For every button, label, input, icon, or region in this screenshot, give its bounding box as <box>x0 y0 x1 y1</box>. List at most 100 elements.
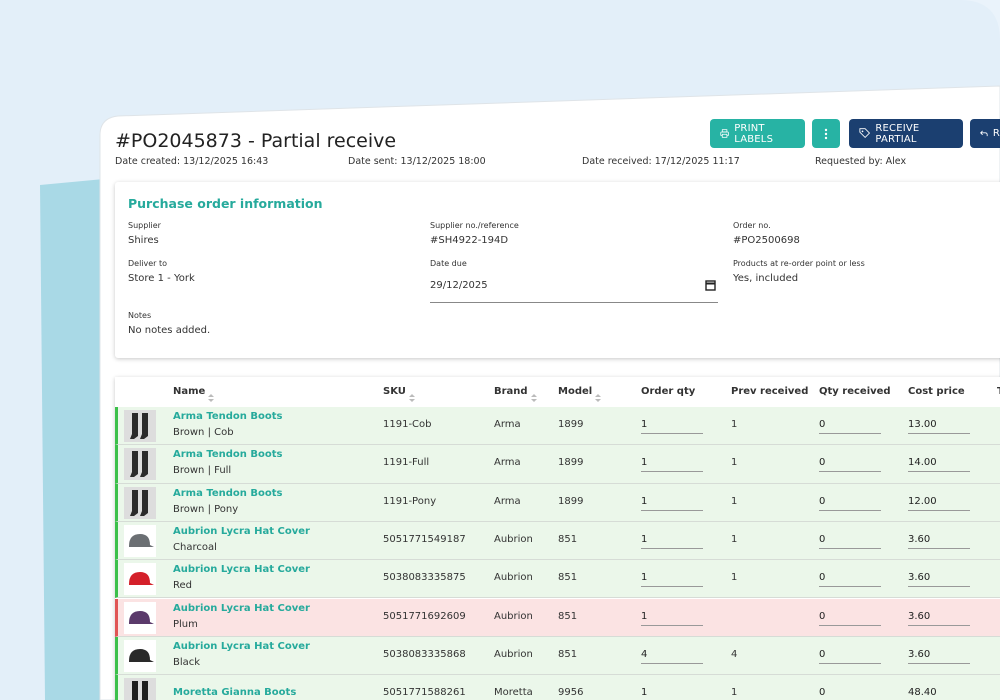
product-variant: Brown | Full <box>173 465 232 477</box>
field-label: Order no. <box>733 221 771 230</box>
product-variant: Brown | Pony <box>173 503 239 515</box>
field-value: #SH4922-194D <box>430 235 509 246</box>
cell-brand: Aubrion <box>494 534 533 546</box>
input-cost-price[interactable]: 14.00 <box>908 457 970 473</box>
cell-prev-received: 4 <box>731 648 738 660</box>
product-name[interactable]: Aubrion Lycra Hat Cover <box>173 526 310 538</box>
cell-sku: 5038083335868 <box>383 648 466 660</box>
cell-model: 851 <box>558 648 578 660</box>
input-order-qty[interactable]: 4 <box>641 649 703 664</box>
header-meta: Date created: 13/12/2025 16:43 <box>115 156 269 167</box>
button-label: R <box>992 128 1000 139</box>
cell-prev-received: 1 <box>731 687 738 699</box>
column-header: Qty received <box>819 386 891 397</box>
input-order-qty[interactable]: 1 <box>641 572 703 588</box>
date-underline <box>430 302 718 303</box>
input-qty-received[interactable]: 0 <box>819 419 881 435</box>
cell-sku: 1191-Full <box>383 457 430 469</box>
input-cost-price[interactable]: 3.60 <box>908 572 970 588</box>
input-order-qty[interactable]: 1 <box>641 419 703 435</box>
boots-image <box>124 486 156 519</box>
product-thumbnail <box>124 639 156 672</box>
field-label: Notes <box>128 311 152 320</box>
sort-icon <box>595 388 601 407</box>
input-qty-received[interactable]: 0 <box>819 611 881 626</box>
product-name[interactable]: Aubrion Lycra Hat Cover <box>173 640 310 652</box>
print-labels-button[interactable]: PRINT LABELS <box>710 119 805 148</box>
hat-image <box>129 572 154 586</box>
table-row <box>115 521 1000 561</box>
product-thumbnail <box>124 410 156 443</box>
cell-brand: Moretta <box>494 687 533 699</box>
table-row <box>115 483 1000 522</box>
section-title: Purchase order information <box>128 196 323 211</box>
product-name[interactable]: Arma Tendon Boots <box>173 487 283 499</box>
field-value: #PO2500698 <box>733 235 800 246</box>
cell-prev-received: 1 <box>731 534 738 546</box>
cell-model: 1899 <box>558 495 584 507</box>
cell-sku: 5038083335875 <box>383 572 466 584</box>
input-cost-price[interactable]: 3.60 <box>908 534 970 550</box>
receive-partial-button[interactable]: RECEIVE PARTIAL <box>849 119 963 148</box>
product-variant: Plum <box>173 618 198 630</box>
header-meta: Requested by: Alex <box>815 156 907 167</box>
dots-icon <box>824 128 828 139</box>
product-name[interactable]: Aubrion Lycra Hat Cover <box>173 602 310 614</box>
cell-sku: 5051771588261 <box>383 687 466 699</box>
cell-brand: Arma <box>494 419 521 431</box>
column-header: Cost price <box>908 386 965 397</box>
cell-prev-received: 1 <box>731 419 738 431</box>
column-header: SKU <box>383 386 406 397</box>
table-row <box>115 560 1000 599</box>
return-button[interactable]: R <box>970 119 1000 148</box>
input-qty-received[interactable]: 0 <box>819 687 881 700</box>
hat-image <box>129 534 154 548</box>
product-name[interactable]: Arma Tendon Boots <box>173 449 283 461</box>
sort-arrows <box>531 394 537 402</box>
input-cost-price[interactable]: 48.40 <box>908 687 970 700</box>
sort-icon <box>409 388 415 407</box>
input-qty-received[interactable]: 0 <box>819 496 881 511</box>
cell-model: 1899 <box>558 419 584 431</box>
sort-arrows <box>208 394 214 402</box>
input-cost-price[interactable]: 3.60 <box>908 611 970 626</box>
hat-image <box>129 648 154 662</box>
product-thumbnail <box>124 601 156 634</box>
product-variant: Brown | Cob <box>173 427 234 439</box>
input-order-qty[interactable]: 1 <box>641 457 703 473</box>
more-button[interactable] <box>812 119 840 148</box>
product-name[interactable]: Arma Tendon Boots <box>173 411 283 423</box>
column-header: Model <box>558 386 593 397</box>
table-row <box>115 675 1000 700</box>
product-name[interactable]: Moretta Gianna Boots <box>173 687 297 699</box>
input-cost-price[interactable]: 13.00 <box>908 419 970 435</box>
info-panel <box>115 182 1000 358</box>
cell-sku: 1191-Pony <box>383 495 437 507</box>
button-label: PRINT LABELS <box>734 122 774 145</box>
product-thumbnail <box>124 448 156 481</box>
product-name[interactable]: Aubrion Lycra Hat Cover <box>173 564 310 576</box>
table-row <box>115 636 1000 676</box>
input-order-qty[interactable]: 1 <box>641 687 703 700</box>
cell-prev-received: 1 <box>731 572 738 584</box>
input-order-qty[interactable]: 1 <box>641 611 703 626</box>
column-header: Order qty <box>641 386 696 397</box>
input-qty-received[interactable]: 0 <box>819 457 881 473</box>
input-qty-received[interactable]: 0 <box>819 534 881 550</box>
header-meta: Date sent: 13/12/2025 18:00 <box>348 156 486 167</box>
cell-brand: Arma <box>494 495 521 507</box>
input-order-qty[interactable]: 1 <box>641 534 703 550</box>
cell-brand: Aubrion <box>494 572 533 584</box>
cell-sku: 5051771549187 <box>383 534 466 546</box>
input-qty-received[interactable]: 0 <box>819 572 881 588</box>
column-header: T <box>997 386 1000 397</box>
boots-image <box>124 678 156 700</box>
column-header: Prev received <box>731 386 809 397</box>
input-qty-received[interactable]: 0 <box>819 649 881 664</box>
field-label: Deliver to <box>128 259 168 268</box>
sort-arrows <box>409 394 415 402</box>
column-header: Brand <box>494 386 528 397</box>
input-cost-price[interactable]: 3.60 <box>908 649 970 664</box>
input-order-qty[interactable]: 1 <box>641 496 703 511</box>
input-cost-price[interactable]: 12.00 <box>908 496 970 511</box>
